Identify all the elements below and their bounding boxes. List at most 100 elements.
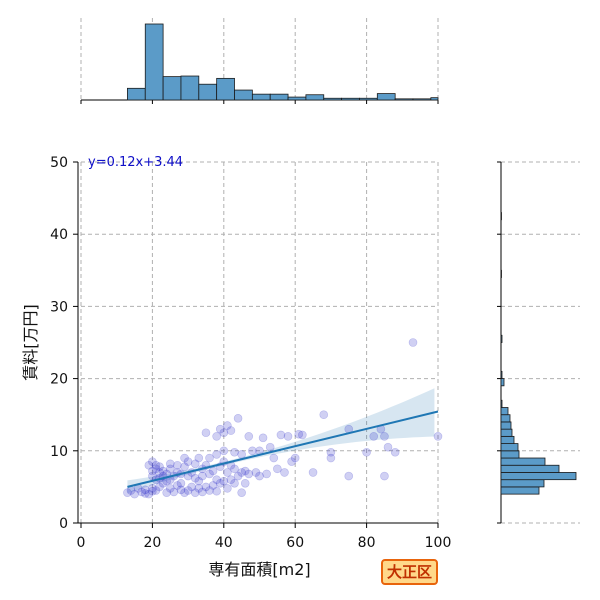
scatter-point [269, 453, 279, 463]
top-histogram-bar [144, 23, 164, 101]
scatter-point [219, 428, 229, 438]
top-histogram-bar [341, 97, 360, 101]
top-histogram-bar [430, 97, 439, 101]
right-histogram-bar [500, 464, 560, 473]
scatter-point [144, 460, 154, 470]
scatter-point [212, 486, 221, 496]
scatter-point [158, 466, 168, 476]
x-axis-label: 専有面積[m2] [208, 560, 310, 579]
regression-equation: y=0.12x+3.44 [88, 155, 183, 170]
scatter-point [244, 432, 254, 441]
scatter-point [151, 460, 161, 470]
scatter-point [212, 475, 221, 484]
scatter-point [215, 424, 225, 434]
scatter-point [215, 478, 225, 488]
scatter-point [326, 453, 336, 463]
scatter-point [223, 421, 232, 430]
scatter-point [237, 450, 246, 459]
scatter-point [362, 447, 371, 457]
right-histogram-bar [500, 457, 546, 466]
right-histogram-bar [500, 334, 503, 343]
y-tick-label: 10 [50, 444, 68, 460]
scatter-point [194, 453, 204, 463]
top-histogram-bar [287, 96, 307, 101]
top-histogram-bar [412, 98, 432, 101]
scatter-point [148, 484, 157, 493]
scatter-point [237, 468, 246, 477]
scatter-point [383, 442, 393, 452]
scatter-point [390, 447, 400, 457]
scatter-point [165, 459, 175, 469]
scatter-point [230, 447, 239, 457]
right-histogram-bar [500, 370, 503, 380]
scatter-point [380, 471, 389, 481]
x-tick-label: 80 [358, 535, 376, 551]
scatter-point [226, 426, 236, 435]
regression-line [127, 410, 439, 488]
right-histogram-bar [500, 414, 511, 423]
right-histogram-bar [500, 479, 545, 488]
top-histogram-bar [323, 97, 343, 101]
scatter-point [251, 468, 261, 477]
y-tick-label: 50 [50, 155, 68, 171]
scatter-point [205, 469, 214, 479]
scatter-point [198, 471, 207, 481]
scatter-point [226, 475, 236, 484]
scatter-point [140, 485, 150, 495]
scatter-point [176, 478, 186, 488]
right-histogram-bar [500, 421, 512, 430]
top-histogram-bar [251, 93, 271, 101]
top-histogram-bar [305, 94, 325, 101]
scatter-point [276, 430, 286, 440]
scatter-point [151, 486, 161, 495]
scatter-point [151, 464, 161, 474]
right-histogram-bar [500, 407, 509, 416]
top-histogram-bar [359, 97, 378, 101]
scatter-point [273, 464, 282, 474]
scatter-point [148, 486, 157, 496]
scatter-point [262, 469, 271, 479]
scatter-point [240, 478, 250, 488]
scatter-point [233, 414, 243, 423]
scatter-point [158, 478, 168, 488]
scatter-point [208, 466, 218, 476]
scatter-point [258, 433, 268, 443]
top-histogram-bar [162, 76, 182, 101]
scatter-point [433, 432, 443, 441]
scatter-point [194, 476, 204, 486]
right-histogram-bar [500, 378, 505, 387]
scatter-point [223, 484, 232, 493]
right-histogram-bar [500, 269, 502, 278]
scatter-point [123, 488, 132, 497]
scatter-point [173, 481, 182, 490]
regression-confidence-band [127, 388, 435, 494]
scatter-point [298, 430, 307, 440]
scatter-point [326, 447, 336, 457]
scatter-point [201, 428, 211, 438]
scatter-point [183, 486, 193, 495]
scatter-point [319, 410, 329, 420]
scatter-point [183, 457, 193, 466]
scatter-point [194, 484, 204, 493]
scatter-point [244, 469, 254, 479]
scatter-point [140, 489, 150, 498]
scatter-point [237, 488, 246, 497]
scatter-point [201, 482, 211, 492]
top-histogram-bar [394, 98, 414, 101]
top-histogram-bar [376, 93, 396, 101]
top-histogram-bar [234, 89, 253, 101]
scatter-point [290, 453, 300, 463]
scatter-point [190, 488, 200, 497]
top-histogram-bar [269, 93, 289, 101]
top-histogram-bar [198, 83, 218, 101]
scatter-point [148, 466, 157, 476]
scatter-point [212, 432, 221, 441]
right-histogram-bar [500, 399, 503, 408]
scatter-point [255, 471, 264, 481]
scatter-point [180, 488, 189, 497]
scatter-point [155, 468, 164, 477]
scatter-point [180, 462, 189, 471]
y-tick-label: 20 [50, 372, 68, 388]
scatter-point [248, 446, 257, 456]
scatter-point [169, 487, 179, 497]
